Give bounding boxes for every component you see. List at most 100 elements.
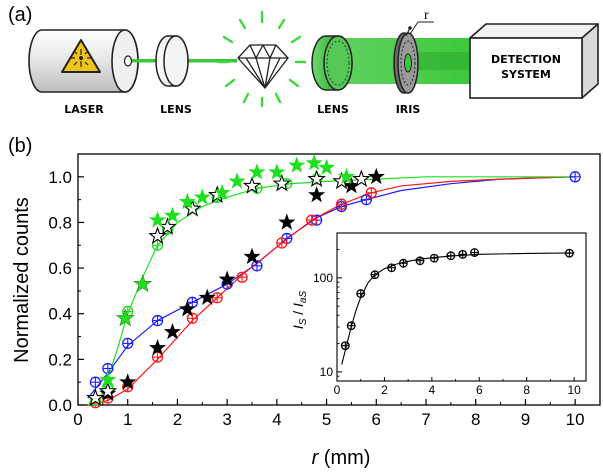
data-point — [251, 260, 263, 272]
inset-data-point — [356, 289, 366, 299]
data-point — [151, 239, 164, 251]
inset-data-point — [429, 253, 439, 263]
data-point — [211, 292, 223, 304]
data-point — [186, 312, 198, 324]
data-point — [89, 376, 102, 388]
inset-data-point — [387, 263, 396, 273]
main-axis-ticks: 0 1 2 3 4 5 6 7 8 9 10 0.0 0.2 0.4 0.6 0.8 1.0 — [48, 153, 585, 429]
y-tick-label: 0.0 — [48, 396, 72, 415]
data-point — [337, 167, 356, 185]
data-point — [163, 206, 182, 223]
data-point — [122, 337, 134, 350]
data-point — [352, 169, 371, 187]
inset-fit-curve — [341, 252, 575, 365]
data-point — [99, 370, 117, 388]
panel-label-b: (b) — [8, 135, 32, 157]
series-2 — [89, 173, 323, 407]
x-tick-label: 6 — [372, 410, 381, 429]
data-point — [148, 211, 167, 228]
setup-diagram: (a) — [8, 4, 599, 116]
data-point — [198, 288, 216, 306]
data-point — [305, 154, 323, 171]
data-point — [268, 163, 286, 180]
lens-2-label: LENS — [317, 103, 349, 116]
iris-radius-label: r — [424, 8, 429, 23]
data-point — [367, 167, 385, 185]
data-point — [236, 271, 248, 283]
inset-data-point — [340, 341, 350, 351]
data-point — [272, 173, 292, 192]
data-point — [116, 309, 134, 326]
data-point — [308, 186, 326, 203]
inset-x-tick-label: 6 — [476, 383, 483, 397]
x-tick-label: 0 — [73, 410, 82, 429]
inset-x-tick-label: 2 — [381, 383, 388, 397]
inset-x-tick-label: 4 — [429, 383, 436, 397]
inset-data-point — [415, 256, 425, 266]
main-chart: 0 1 2 3 4 5 6 7 8 9 10 0.0 0.2 0.4 0.6 0.8 1.0 Normalize… — [11, 153, 601, 469]
detection-label-line2: SYSTEM — [501, 68, 551, 81]
iris: r — [393, 8, 434, 94]
data-point — [98, 381, 118, 400]
x-tick-label: 3 — [222, 410, 231, 429]
data-point — [86, 388, 105, 407]
data-point — [242, 176, 262, 194]
data-point — [318, 158, 336, 175]
inset-chart: 0 2 4 6 8 10 10 100 IS / IaS — [290, 232, 587, 397]
data-point — [178, 192, 196, 210]
data-point — [307, 169, 326, 187]
main-data-points — [86, 154, 581, 409]
detection-label-line1: DETECTION — [491, 53, 561, 66]
inset-y-axis-title: IS / IaS — [290, 290, 309, 329]
data-point — [178, 300, 196, 317]
series-1 — [89, 187, 377, 409]
inset-x-tick-label: 8 — [523, 383, 530, 397]
y-tick-label: 0.6 — [48, 259, 72, 278]
x-tick-label: 4 — [272, 410, 281, 429]
y-tick-label: 0.8 — [48, 213, 72, 232]
data-point — [278, 213, 296, 230]
data-point — [148, 338, 167, 356]
detection-system: DETECTION SYSTEM — [469, 23, 599, 99]
lens-1 — [155, 35, 189, 87]
main-plot-frame — [77, 153, 601, 406]
y-tick-label: 0.4 — [48, 305, 72, 324]
iris-label: IRIS — [396, 103, 421, 116]
inset-axis-ticks: 0 2 4 6 8 10 10 100 — [313, 232, 581, 397]
inset-data-point — [370, 270, 380, 280]
data-point — [218, 270, 236, 287]
inset-y-tick-label: 100 — [313, 271, 333, 285]
y-axis-title: Normalized counts — [11, 197, 33, 363]
x-tick-label: 1 — [123, 410, 132, 429]
inset-data-point — [446, 251, 456, 261]
data-point — [276, 237, 288, 249]
x-tick-label: 10 — [566, 410, 585, 429]
inset-fit-line — [341, 252, 575, 365]
diamond-crystal-icon — [217, 10, 307, 108]
inset-data-point — [470, 248, 479, 257]
series-5 — [99, 154, 356, 388]
y-tick-label: 1.0 — [48, 168, 72, 187]
data-point — [243, 247, 261, 264]
data-point — [193, 188, 211, 205]
data-point — [228, 172, 246, 189]
lens-1-label: LENS — [160, 103, 192, 116]
data-point — [248, 163, 266, 180]
data-point — [119, 373, 137, 390]
x-tick-label: 5 — [322, 410, 331, 429]
inset-x-tick-label: 10 — [567, 383, 581, 397]
inset-data-point — [398, 258, 408, 268]
data-point — [365, 187, 377, 199]
data-point — [306, 214, 318, 226]
data-point — [163, 322, 182, 340]
data-point — [134, 275, 152, 292]
x-axis-title: r (mm) — [312, 447, 371, 469]
y-tick-label: 0.2 — [48, 350, 72, 369]
panel-label-a: (a) — [8, 4, 32, 26]
data-point — [151, 351, 164, 363]
data-point — [183, 199, 202, 217]
inset-data-point — [346, 321, 356, 331]
laser-warning-icon — [61, 39, 101, 73]
laser-label: LASER — [64, 103, 104, 116]
